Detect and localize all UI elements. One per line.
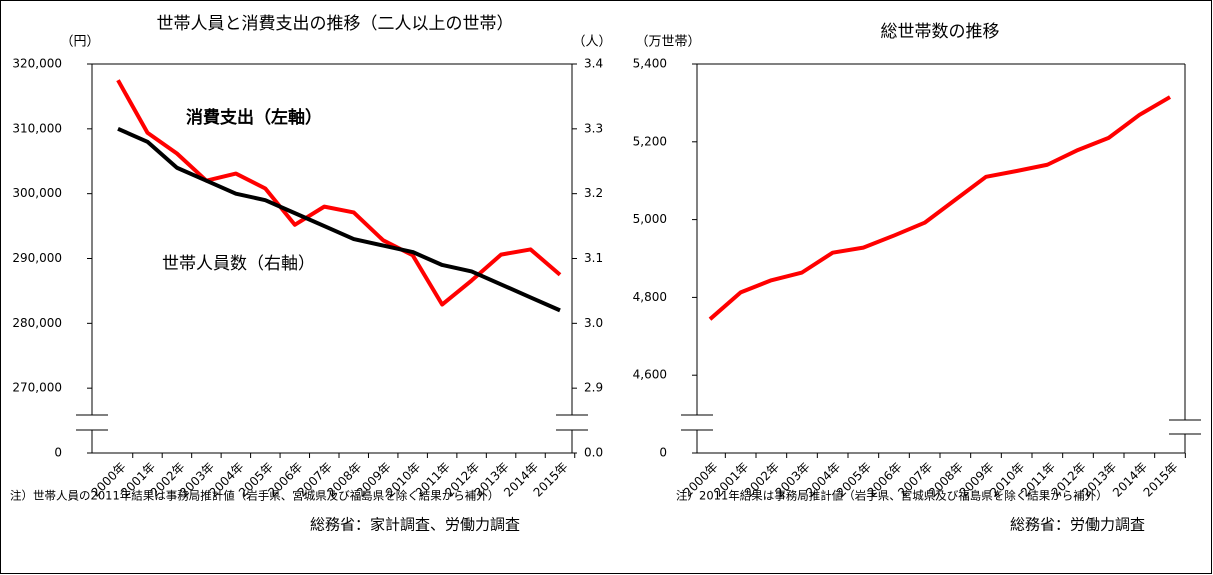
- chart-title: 世帯人員と消費支出の推移（二人以上の世帯）: [157, 14, 514, 34]
- y-tick-label: 5,000: [633, 212, 667, 226]
- y2-tick-label: 3.2: [584, 186, 603, 200]
- y-axis-unit: （円）: [60, 35, 99, 50]
- y-tick-label: 280,000: [12, 316, 62, 330]
- y-tick-label: 0: [54, 446, 62, 460]
- source: 総務省：家計調査、労働力調査: [310, 516, 520, 534]
- x-tick-label: 2015年: [1141, 460, 1181, 500]
- y-tick-label: 5,200: [633, 134, 667, 148]
- y-tick-label: 270,000: [12, 381, 62, 395]
- y2-axis-unit: （人）: [572, 35, 611, 50]
- y2-tick-label: 0.0: [584, 446, 603, 460]
- y-tick-label: 300,000: [12, 186, 62, 200]
- note: 注）世帯人員の2011年結果は事務局推計値（岩手県、宮城県及び福島県を除く結果か…: [10, 489, 499, 503]
- series-label: 消費支出（左軸）: [186, 107, 322, 128]
- y2-tick-label: 3.3: [584, 121, 603, 135]
- data-line: [708, 95, 1172, 321]
- data-line: [116, 79, 562, 307]
- y-tick-label: 4,800: [633, 290, 667, 304]
- y-tick-label: 4,600: [633, 368, 667, 382]
- chart-title: 総世帯数の推移: [881, 22, 1000, 42]
- series-label: 世帯人員数（右軸）: [162, 254, 315, 274]
- source: 総務省：労働力調査: [1010, 516, 1145, 534]
- note: 注）2011年結果は事務局推計値（岩手県、宮城県及び福島県を除く結果から補外）: [676, 489, 1108, 503]
- y-axis-unit: （万世帯）: [635, 35, 700, 50]
- y2-tick-label: 2.9: [584, 381, 603, 395]
- y-tick-label: 310,000: [12, 121, 62, 135]
- y2-tick-label: 3.0: [584, 316, 603, 330]
- y2-tick-label: 3.1: [584, 251, 603, 265]
- y-tick-label: 320,000: [12, 57, 62, 71]
- y-tick-label: 5,400: [633, 57, 667, 71]
- data-line: [117, 127, 561, 313]
- y-tick-label: 0: [659, 446, 667, 460]
- y-tick-label: 290,000: [12, 251, 62, 265]
- y2-tick-label: 3.4: [584, 57, 603, 71]
